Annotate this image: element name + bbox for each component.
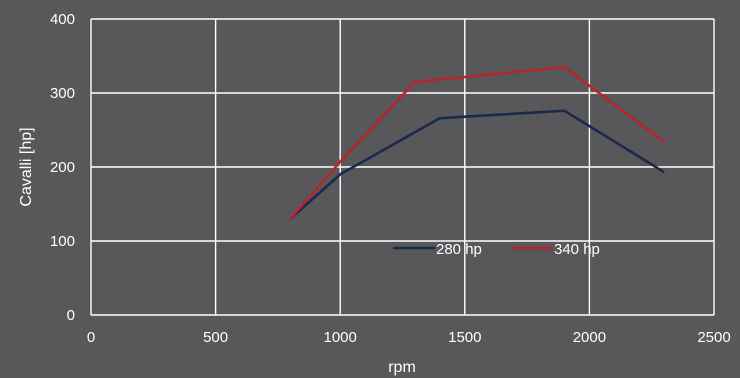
y-tick-label: 100 — [50, 233, 75, 250]
x-axis-ticks: 0 500 1000 1500 2000 2500 — [87, 329, 731, 346]
y-tick-label: 300 — [50, 85, 75, 102]
x-tick-label: 2000 — [573, 329, 606, 346]
y-axis-ticks: 0 100 200 300 400 — [50, 11, 75, 324]
y-tick-label: 200 — [50, 159, 75, 176]
x-tick-label: 1000 — [324, 329, 357, 346]
legend-label-340hp: 340 hp — [554, 241, 600, 258]
legend: 280 hp 340 hp — [393, 241, 600, 258]
x-tick-label: 0 — [87, 329, 95, 346]
x-axis-title: rpm — [388, 359, 416, 376]
legend-label-280hp: 280 hp — [436, 241, 482, 258]
x-tick-label: 2500 — [697, 329, 730, 346]
series-line-340hp — [289, 65, 665, 220]
series-lines — [289, 65, 665, 220]
x-tick-label: 1500 — [448, 329, 481, 346]
x-tick-label: 500 — [203, 329, 228, 346]
series-line-280hp — [289, 109, 665, 220]
y-tick-label: 0 — [67, 307, 75, 324]
grid — [90, 18, 715, 316]
y-axis-title: Cavalli [hp] — [18, 127, 35, 206]
y-tick-label: 400 — [50, 11, 75, 28]
